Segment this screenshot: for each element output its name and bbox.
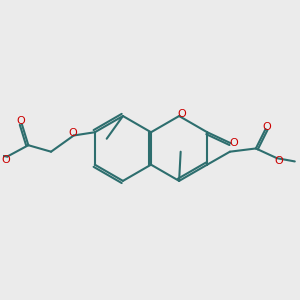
Text: O: O <box>69 128 77 138</box>
Text: O: O <box>263 122 272 131</box>
Text: O: O <box>274 156 283 166</box>
Text: O: O <box>230 138 239 148</box>
Text: O: O <box>177 109 186 118</box>
Text: O: O <box>1 155 10 165</box>
Text: O: O <box>16 116 25 126</box>
